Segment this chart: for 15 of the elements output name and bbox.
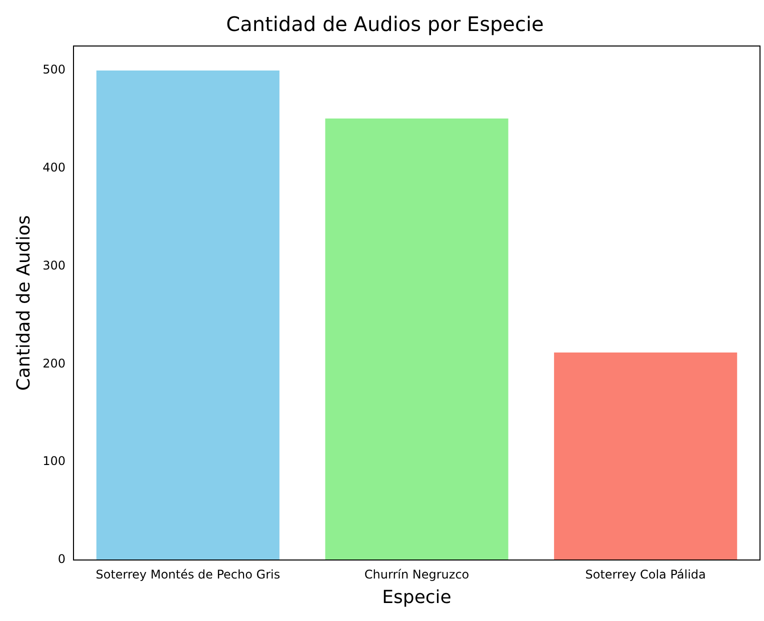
y-tick-label: 300 (42, 258, 66, 272)
y-tick-label: 100 (42, 454, 66, 468)
chart-title: Cantidad de Audios por Especie (226, 12, 544, 36)
x-axis-title: Especie (382, 586, 452, 608)
y-tick-label: 0 (58, 552, 66, 566)
x-tick-label: Soterrey Montés de Pecho Gris (96, 567, 280, 582)
bar (554, 352, 738, 560)
y-tick-label: 500 (42, 62, 66, 77)
y-tick-label: 400 (42, 160, 66, 175)
y-axis-title: Cantidad de Audios (13, 215, 34, 391)
x-tick-label: Soterrey Cola Pálida (585, 567, 706, 582)
bar (325, 118, 508, 560)
y-tick-label: 200 (42, 356, 66, 370)
x-tick-label: Churrín Negruzco (364, 567, 470, 582)
bar (96, 70, 280, 560)
